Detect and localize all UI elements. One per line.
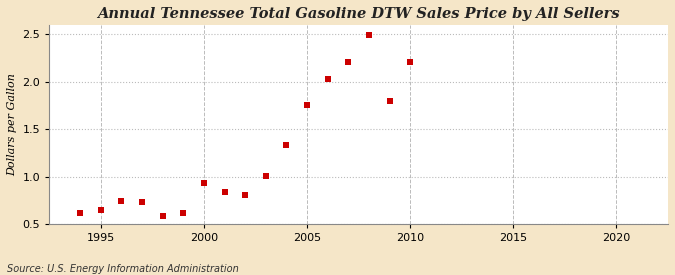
Point	[405, 60, 416, 64]
Point	[157, 213, 168, 218]
Point	[75, 211, 86, 215]
Point	[95, 208, 106, 212]
Point	[240, 193, 250, 197]
Point	[178, 211, 189, 215]
Point	[323, 77, 333, 81]
Point	[219, 190, 230, 194]
Text: Source: U.S. Energy Information Administration: Source: U.S. Energy Information Administ…	[7, 264, 238, 274]
Point	[261, 174, 271, 178]
Y-axis label: Dollars per Gallon: Dollars per Gallon	[7, 73, 17, 176]
Point	[384, 99, 395, 103]
Point	[302, 103, 313, 107]
Point	[281, 142, 292, 147]
Point	[116, 198, 127, 203]
Point	[364, 33, 375, 37]
Point	[343, 60, 354, 64]
Point	[198, 180, 209, 185]
Point	[137, 200, 148, 205]
Title: Annual Tennessee Total Gasoline DTW Sales Price by All Sellers: Annual Tennessee Total Gasoline DTW Sale…	[97, 7, 620, 21]
